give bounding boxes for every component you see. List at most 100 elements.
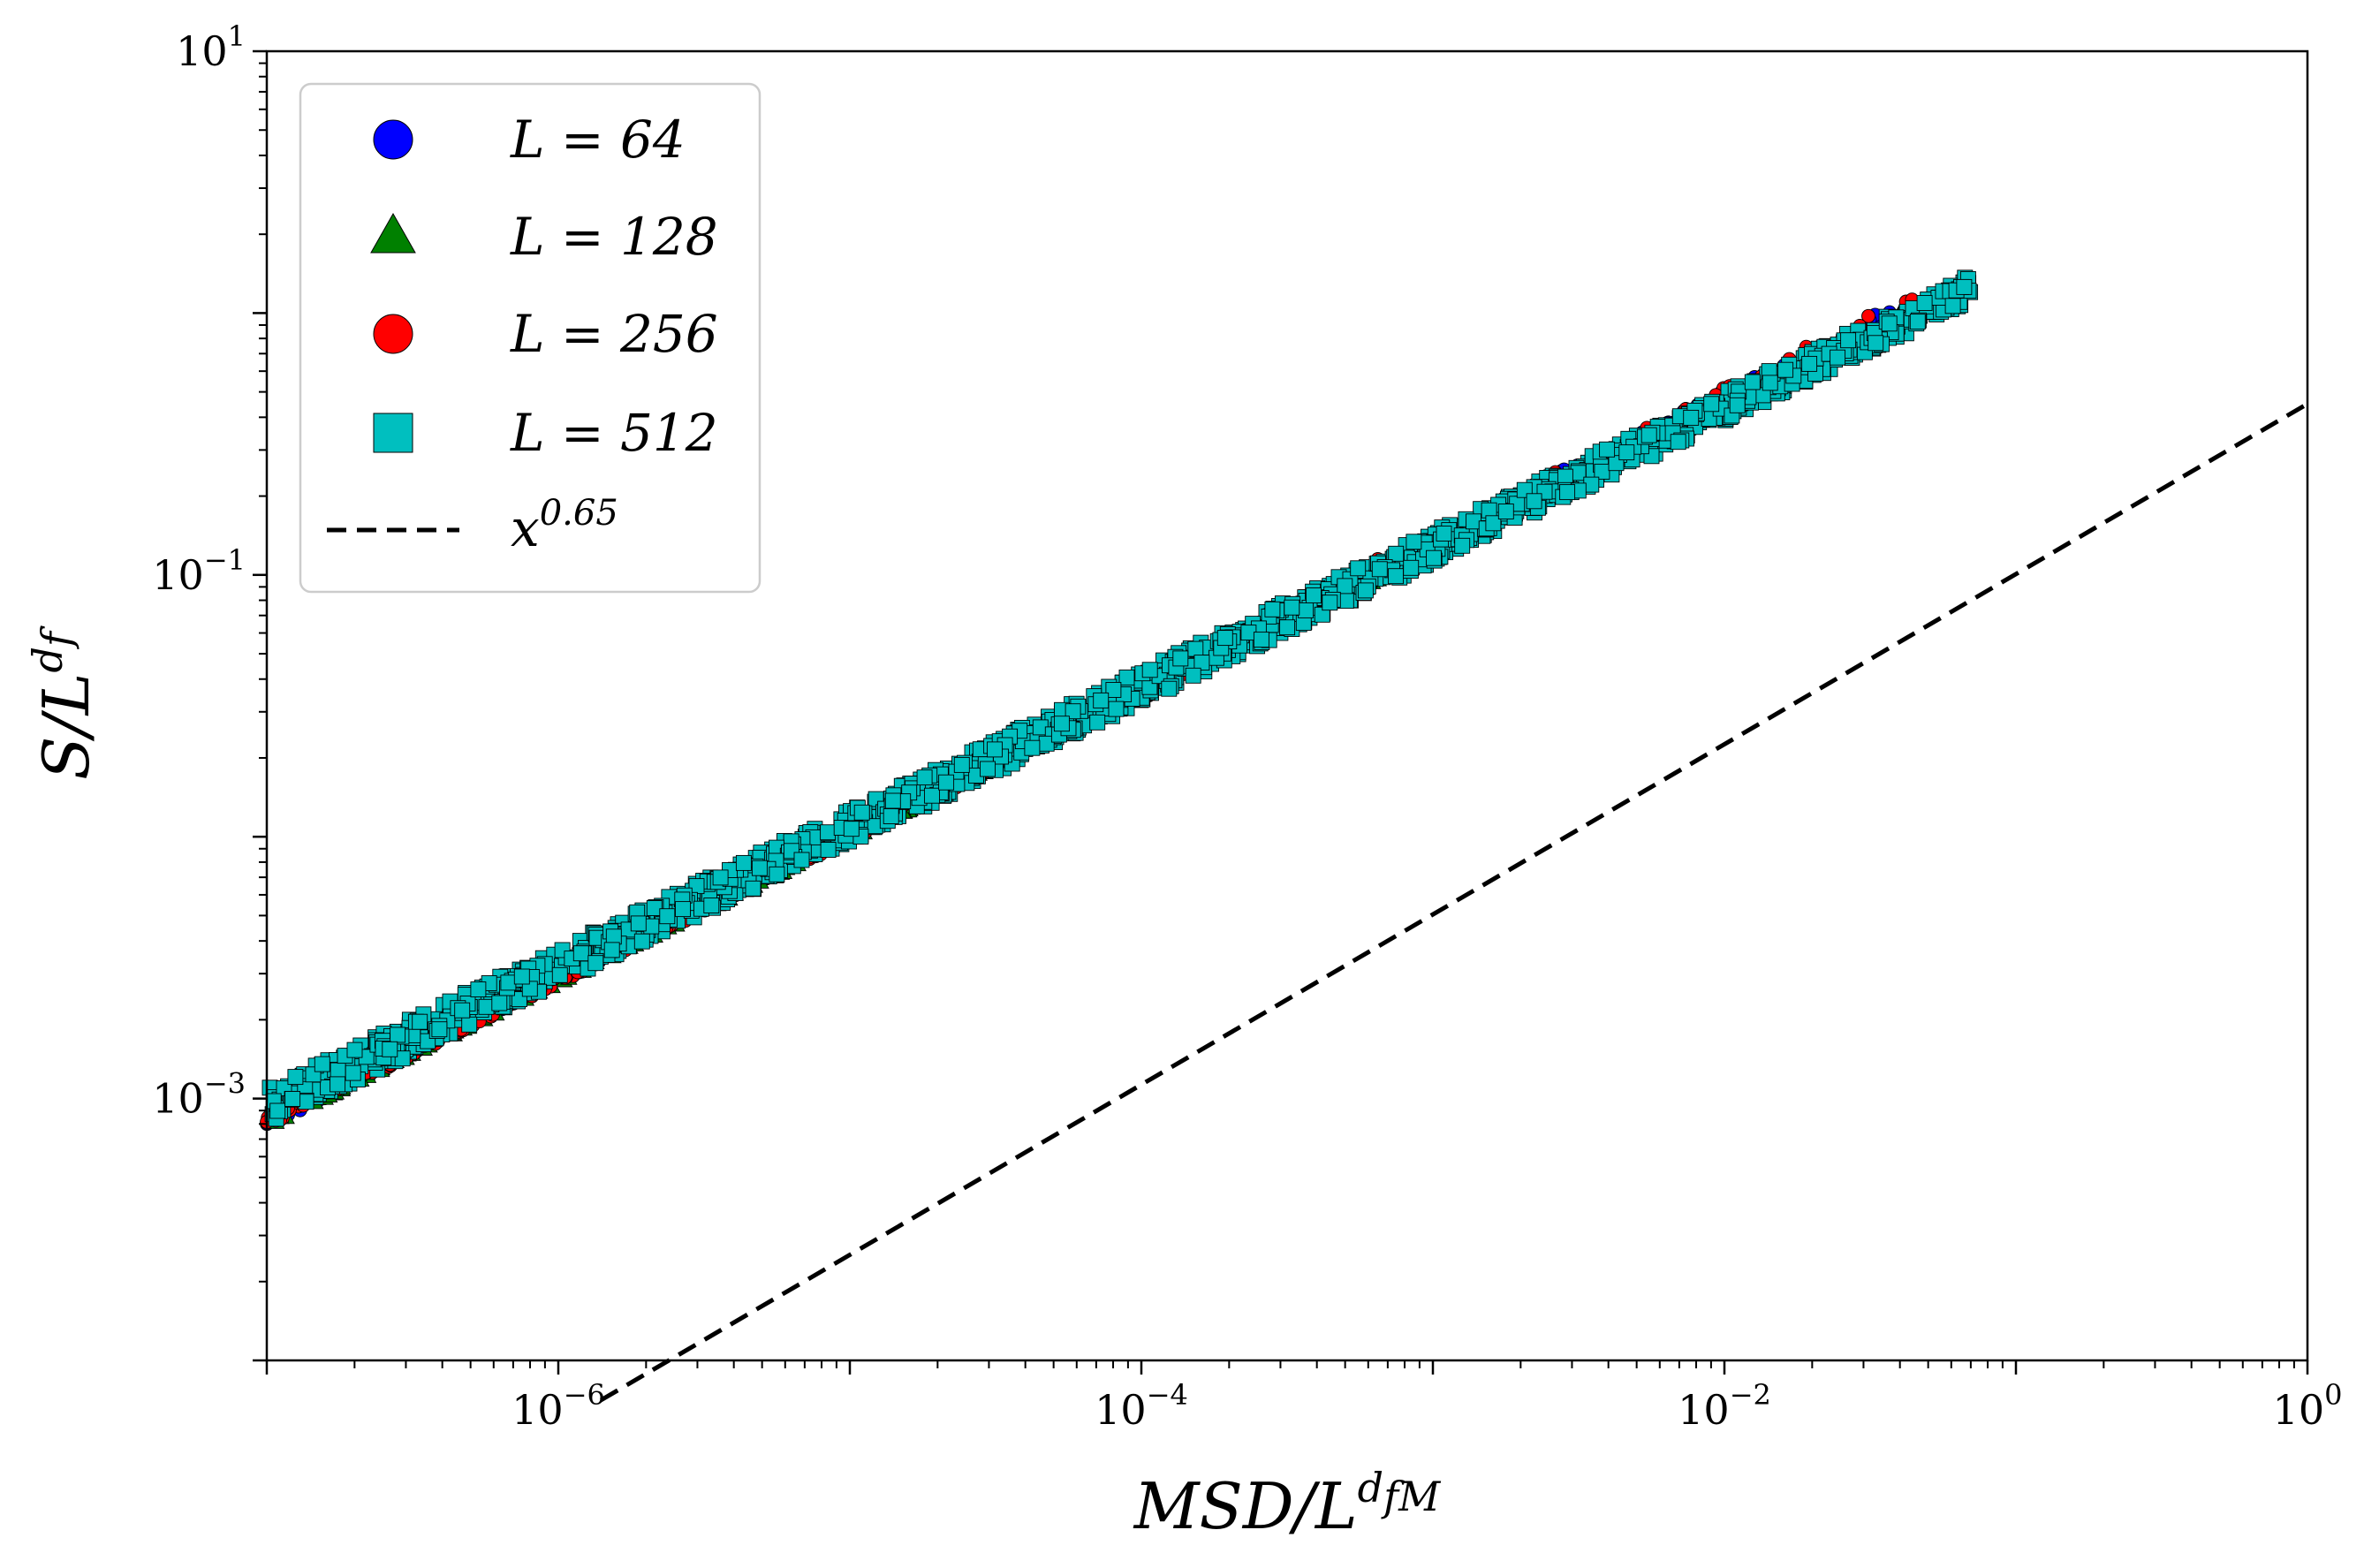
data-point <box>1185 667 1201 684</box>
legend: L = 64 L = 128 L = 256 L = 512 x0.65 <box>299 82 761 594</box>
legend-marker <box>370 212 416 254</box>
data-point <box>521 981 538 997</box>
legend-marker <box>373 413 413 453</box>
legend-marker <box>373 119 413 160</box>
data-point <box>1264 601 1281 617</box>
data-point <box>938 774 955 791</box>
data-point <box>853 804 870 821</box>
legend-entry: L = 64 <box>373 110 686 170</box>
data-point <box>1777 361 1794 378</box>
data-point <box>470 981 487 997</box>
data-point <box>924 787 940 804</box>
data-point <box>461 1016 478 1033</box>
y-tick-label: 101 <box>176 19 246 75</box>
data-point <box>587 955 604 972</box>
data-point <box>1956 278 1973 295</box>
x-tick-label: 10−4 <box>1095 1378 1188 1434</box>
data-point <box>675 901 691 918</box>
data-point <box>1526 493 1542 510</box>
x-tick-label: 10−6 <box>511 1378 605 1434</box>
data-point <box>1403 559 1420 576</box>
data-point <box>1830 349 1846 366</box>
data-point <box>1840 332 1857 349</box>
legend-entry: L = 512 <box>373 403 718 463</box>
data-point <box>884 792 901 809</box>
data-point <box>1093 692 1110 708</box>
data-point <box>1454 537 1471 554</box>
data-point <box>1065 703 1081 720</box>
data-point <box>1599 441 1616 458</box>
data-point <box>572 945 589 962</box>
data-point <box>1337 593 1354 610</box>
data-point <box>1762 375 1778 391</box>
data-point <box>1744 374 1761 390</box>
data-point <box>1485 515 1502 532</box>
data-point <box>1187 640 1204 657</box>
data-point <box>1253 632 1269 648</box>
y-axis-title: S/Ldf <box>24 625 103 780</box>
data-point <box>1557 468 1573 485</box>
data-point <box>1670 434 1686 451</box>
series-square-3 <box>261 269 1979 1127</box>
data-point <box>1193 655 1210 671</box>
data-point <box>953 756 970 773</box>
data-point <box>1559 484 1576 501</box>
data-point <box>883 808 899 824</box>
data-point <box>287 1069 304 1086</box>
legend-frame <box>299 82 761 594</box>
data-point <box>1298 602 1315 618</box>
data-point <box>412 1013 428 1030</box>
y-tick-label: 10−3 <box>152 1067 246 1123</box>
data-point <box>1053 716 1070 732</box>
data-point <box>646 900 663 916</box>
data-point <box>703 898 720 913</box>
data-point <box>1172 650 1189 667</box>
data-point <box>1108 701 1125 717</box>
data-point <box>330 1062 346 1079</box>
data-point <box>769 866 785 882</box>
data-point <box>1141 662 1158 678</box>
data-point <box>1089 714 1106 731</box>
data-point <box>330 1076 346 1093</box>
data-point <box>314 1056 330 1072</box>
x-axis-title: MSD/LdfM <box>1133 1464 1442 1543</box>
data-point <box>1916 295 1933 311</box>
legend-entry-reference: x0.65 <box>327 493 618 558</box>
data-point <box>513 968 530 985</box>
legend-label: L = 256 <box>510 304 718 364</box>
data-point <box>491 995 508 1011</box>
data-point <box>751 860 768 876</box>
data-point <box>1594 463 1610 480</box>
legend-label: x0.65 <box>511 493 618 558</box>
data-point <box>1350 560 1367 577</box>
data-point <box>1881 315 1898 332</box>
data-point <box>659 908 676 925</box>
x-tick-label: 100 <box>2273 1378 2343 1434</box>
data-point <box>431 1021 448 1038</box>
data-point <box>1497 504 1514 519</box>
data-point <box>1909 314 1926 330</box>
data-point <box>605 928 622 945</box>
data-point <box>298 1094 314 1110</box>
data-point <box>551 966 568 983</box>
data-point <box>712 869 729 886</box>
data-point <box>1118 669 1135 686</box>
data-point <box>269 1102 286 1119</box>
data-point <box>382 1041 398 1057</box>
data-point <box>1024 739 1041 756</box>
y-tick-label: 10−1 <box>152 543 246 599</box>
plot-frame <box>265 49 2309 1362</box>
data-point <box>1216 630 1233 647</box>
legend-entry: L = 256 <box>373 304 718 364</box>
data-point <box>1729 397 1746 413</box>
data-point <box>1801 355 1818 372</box>
data-point <box>1436 526 1452 542</box>
data-point <box>1868 335 1884 352</box>
data-point <box>735 854 752 871</box>
data-point <box>980 761 996 777</box>
data-point <box>1683 409 1700 426</box>
axes: 10−6 10−4 10−2 100 101 10−1 10−3 <box>152 19 2342 1434</box>
data-points <box>260 269 1979 1132</box>
data-point <box>1388 568 1404 585</box>
